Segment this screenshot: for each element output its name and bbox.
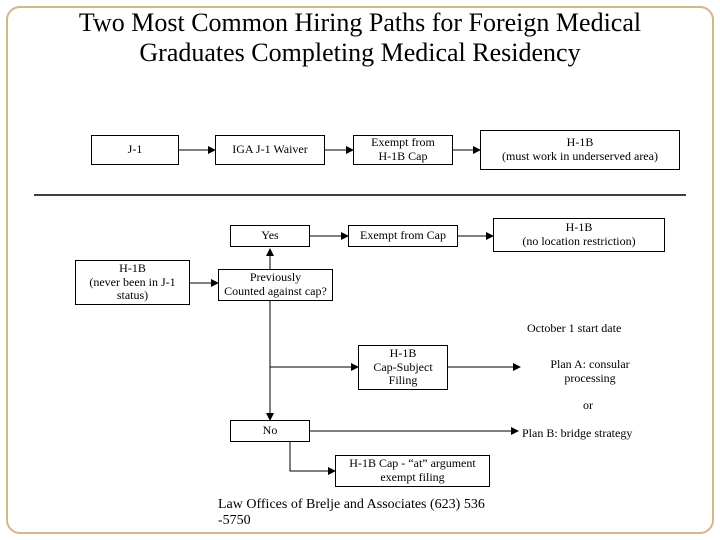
box-iga-waiver: IGA J-1 Waiver bbox=[215, 135, 325, 165]
text-plan-a: Plan A: consular processing bbox=[530, 358, 650, 386]
text-oct-start: October 1 start date bbox=[527, 322, 621, 336]
footer-text: Law Offices of Brelje and Associates (62… bbox=[218, 497, 518, 529]
box-prev-counted: Previously Counted against cap? bbox=[218, 269, 333, 301]
text-or: or bbox=[583, 399, 593, 413]
box-exempt-h1b-cap: Exempt from H-1B Cap bbox=[353, 135, 453, 165]
box-h1b-at-argument: H-1B Cap - “at” argument exempt filing bbox=[335, 455, 490, 487]
box-h1b-no-location: H-1B (no location restriction) bbox=[493, 218, 665, 252]
box-h1b-underserved: H-1B (must work in underserved area) bbox=[480, 130, 680, 170]
box-no: No bbox=[230, 420, 310, 442]
box-j1: J-1 bbox=[91, 135, 179, 165]
slide-title: Two Most Common Hiring Paths for Foreign… bbox=[60, 8, 660, 68]
slide: Two Most Common Hiring Paths for Foreign… bbox=[0, 0, 720, 540]
box-h1b-never-j1: H-1B (never been in J-1 status) bbox=[75, 260, 190, 305]
text-plan-b: Plan B: bridge strategy bbox=[522, 427, 632, 441]
box-yes: Yes bbox=[230, 225, 310, 247]
box-h1b-cap-subject: H-1B Cap-Subject Filing bbox=[358, 345, 448, 390]
box-exempt-cap: Exempt from Cap bbox=[348, 225, 458, 247]
